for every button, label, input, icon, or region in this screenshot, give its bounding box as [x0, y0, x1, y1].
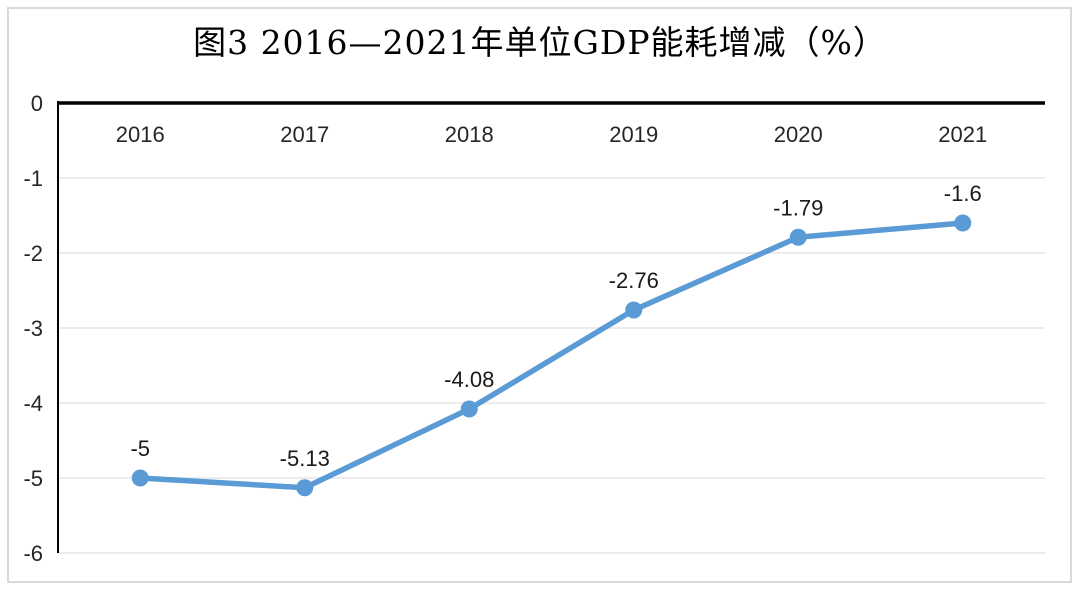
y-tick-label: -6 — [23, 541, 43, 566]
data-point-label: -5 — [130, 436, 150, 461]
data-point-label: -1.79 — [773, 195, 823, 220]
y-tick-label: 0 — [31, 91, 43, 116]
data-point-label: -4.08 — [444, 367, 494, 392]
data-point-label: -2.76 — [609, 268, 659, 293]
data-point-marker — [131, 469, 149, 487]
data-point-label: -5.13 — [280, 446, 330, 471]
x-category-label: 2021 — [938, 122, 987, 147]
data-point-marker — [460, 400, 478, 418]
y-tick-label: -5 — [23, 466, 43, 491]
y-tick-label: -1 — [23, 166, 43, 191]
x-category-label: 2016 — [116, 122, 165, 147]
x-category-label: 2019 — [609, 122, 658, 147]
data-point-marker — [789, 228, 807, 246]
series-line — [137, 220, 966, 491]
data-point-marker — [625, 301, 643, 319]
x-category-label: 2020 — [774, 122, 823, 147]
data-point-marker — [296, 479, 314, 497]
y-tick-label: -2 — [23, 241, 43, 266]
x-category-label: 2017 — [280, 122, 329, 147]
y-tick-label: -3 — [23, 316, 43, 341]
data-point-marker — [954, 214, 972, 232]
x-category-label: 2018 — [445, 122, 494, 147]
data-point-label: -1.6 — [944, 181, 982, 206]
y-tick-label: -4 — [23, 391, 43, 416]
chart-title: 图3 2016—2021年单位GDP能耗增减（%） — [193, 23, 887, 62]
